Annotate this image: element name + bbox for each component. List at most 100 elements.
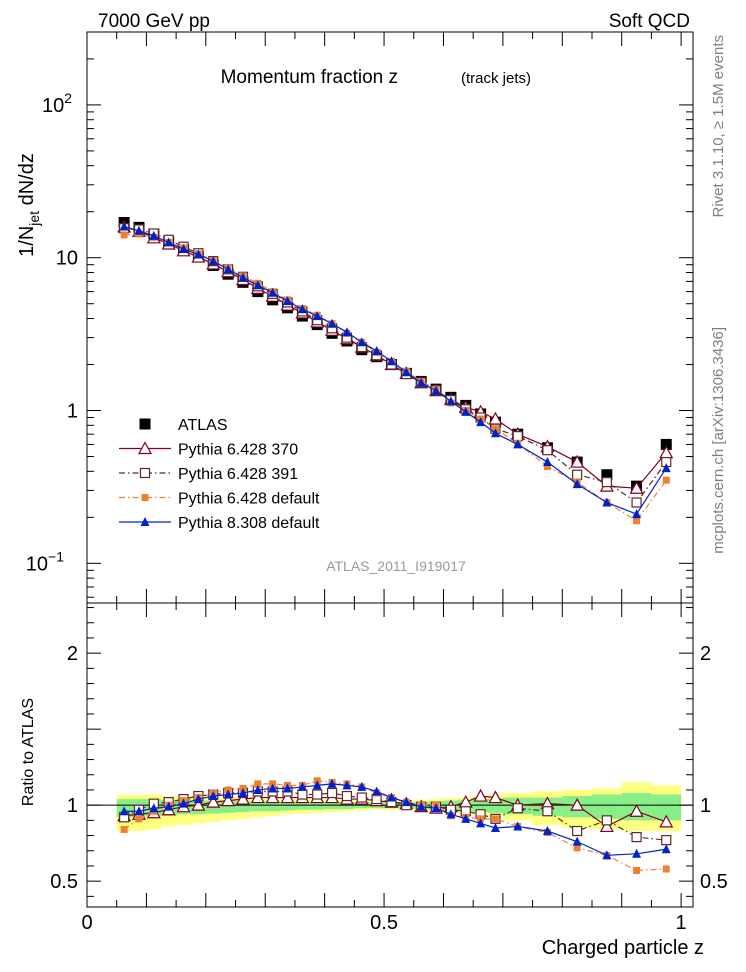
point-pdef: [662, 865, 670, 873]
point-pdef: [120, 231, 128, 239]
point-p391: [297, 789, 308, 800]
point-p8: [572, 836, 582, 846]
point-p8: [134, 806, 144, 816]
point-p8: [164, 801, 174, 811]
point-p8: [632, 848, 642, 858]
point-p8: [602, 850, 612, 860]
legend-item-pdef: Pythia 6.428 default: [119, 491, 320, 508]
point-p8: [149, 803, 159, 813]
point-p8: [238, 272, 248, 282]
point-p8: [357, 781, 367, 791]
svg-text:1/Njet dN/dz: 1/Njet dN/dz: [16, 153, 42, 257]
point-p370: [599, 819, 614, 833]
point-pdef: [135, 815, 143, 823]
band-green-bin: [592, 794, 622, 819]
rivet-label: Rivet 3.1.10, ≥ 1.5M events: [710, 35, 727, 218]
ratio-y-axis: 0.5 0.5 1 1 2 2: [50, 607, 728, 897]
legend-marker: [137, 441, 153, 455]
analysis-label: ATLAS_2011_I919017: [326, 558, 466, 574]
main-ytick-label: 102: [42, 90, 72, 117]
band-green-bin: [280, 802, 295, 811]
main-ylabel: 1/Njet dN/dz: [16, 153, 42, 257]
point-p370: [235, 791, 250, 805]
legend-label: ATLAS: [178, 417, 228, 434]
point-p8: [490, 822, 500, 832]
band-green-bin: [294, 802, 310, 810]
plot-subtitle: (track jets): [461, 70, 531, 87]
point-p370: [629, 803, 644, 817]
point-p8: [327, 778, 337, 788]
series-p8-main: [119, 221, 671, 519]
point-p391: [326, 787, 338, 799]
header-right: Soft QCD: [609, 11, 690, 32]
point-p370: [206, 794, 221, 808]
point-p8: [431, 385, 441, 395]
ratio-ytick-label-right: 2: [700, 643, 711, 665]
point-p8: [253, 280, 263, 290]
point-pdef: [633, 517, 641, 525]
point-p8: [327, 318, 337, 328]
point-p8: [513, 821, 523, 831]
x-tick-label: 1: [676, 912, 687, 934]
point-p8: [513, 439, 523, 449]
point-p8: [208, 791, 218, 801]
point-p391: [542, 445, 553, 456]
point-p8: [401, 367, 411, 377]
point-pdef: [662, 476, 670, 484]
point-p391: [631, 831, 642, 843]
band-green-bin: [265, 801, 281, 812]
point-p8: [268, 783, 278, 793]
main-ytick-label: 10: [56, 248, 78, 270]
point-p370: [221, 793, 236, 807]
point-pdef: [543, 463, 551, 471]
legend-marker: [141, 494, 149, 501]
legend-item-atlas: ATLAS: [139, 417, 228, 434]
point-atlas: [601, 469, 613, 481]
point-p8: [283, 296, 293, 306]
ratio-ytick-label-left: 1: [67, 795, 78, 817]
legend-marker: [139, 418, 151, 430]
point-p391: [542, 806, 553, 817]
point-p8: [632, 509, 642, 519]
ratio-ytick-label-left: 2: [67, 643, 78, 665]
series-line-p391: [123, 790, 667, 841]
point-p8: [149, 230, 159, 240]
point-p8: [461, 813, 471, 823]
point-p8: [416, 801, 426, 811]
point-p391: [631, 497, 642, 508]
point-p8: [283, 783, 293, 793]
point-p8: [223, 789, 233, 799]
point-pdef: [491, 815, 499, 823]
ratio-ylabel: Ratio to ATLAS: [20, 698, 37, 806]
point-pdef: [254, 780, 262, 788]
point-p391: [356, 792, 367, 803]
point-p8: [572, 479, 582, 489]
x-axis-label: Charged particle z: [542, 937, 704, 959]
main-ylabel-tail: dN/dz: [16, 153, 38, 211]
band-green-bin: [235, 801, 251, 812]
point-p391: [572, 825, 583, 837]
point-p8: [208, 256, 218, 266]
point-p8: [312, 780, 322, 790]
point-p8: [416, 377, 426, 387]
x-axis: 0 0.5 1: [81, 32, 687, 934]
point-p391: [341, 790, 353, 802]
point-p370: [473, 788, 488, 802]
legend-label: Pythia 6.428 391: [178, 466, 298, 483]
point-p8: [386, 792, 396, 802]
point-p8: [193, 249, 203, 259]
series-p8-ratio: [119, 778, 671, 860]
point-p8: [179, 244, 189, 254]
point-p8: [446, 396, 456, 406]
point-p8: [461, 406, 471, 416]
point-pdef: [633, 867, 641, 875]
point-p8: [476, 417, 486, 427]
legend-marker: [139, 467, 151, 479]
point-p391: [312, 789, 323, 800]
point-p8: [342, 327, 352, 337]
point-p8: [386, 356, 396, 366]
ratio-ytick-label-right: 0.5: [700, 871, 728, 893]
ratio-ytick-label-right: 1: [700, 795, 711, 817]
point-p8: [446, 809, 456, 819]
